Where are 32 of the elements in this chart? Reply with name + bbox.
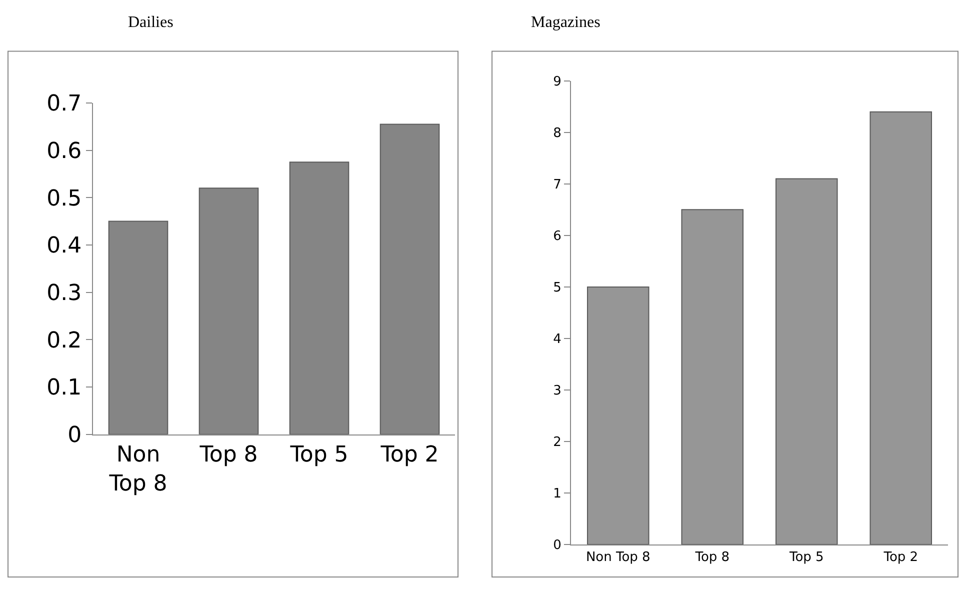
y-tick-label: 0.2 — [46, 328, 82, 354]
y-tick-label: 0.5 — [46, 186, 82, 212]
y-tick-label: 0.4 — [46, 234, 82, 259]
x-tick-label: Top 2 — [380, 442, 439, 468]
bar — [870, 111, 932, 544]
x-tick-label: Top 5 — [289, 442, 348, 468]
x-tick-label: Top 8 — [694, 550, 730, 566]
y-tick-label: 0 — [68, 423, 82, 448]
y-tick-label: 3 — [553, 384, 562, 399]
bar — [586, 286, 650, 544]
y-tick-label: 1 — [553, 486, 562, 502]
y-tick-label: 2 — [553, 435, 562, 450]
y-tick-label: 0.1 — [46, 376, 82, 401]
chart-title: Magazines — [531, 14, 600, 31]
y-tick-label: 6 — [553, 228, 562, 244]
x-tick-label: Top 2 — [882, 550, 918, 566]
y-tick-label: 0.3 — [46, 281, 82, 306]
y-tick-label: 7 — [553, 177, 562, 192]
y-tick-label: 0.6 — [46, 138, 82, 164]
y-tick-label: 5 — [553, 280, 562, 296]
y-tick-label: 8 — [553, 126, 562, 141]
y-tick-label: 0 — [553, 538, 562, 554]
bar — [681, 209, 744, 544]
y-tick-label: 0.7 — [46, 92, 82, 117]
y-tick-label: 9 — [553, 74, 562, 90]
y-tick-label: 4 — [553, 332, 562, 347]
chart-title: Dailies — [128, 14, 174, 31]
x-tick-label: Non Top 8 — [586, 550, 650, 566]
x-tick-label: Top 5 — [788, 550, 824, 566]
bar — [775, 178, 838, 544]
x-tick-label: Non Top 8 — [108, 442, 168, 496]
x-tick-label: Top 8 — [198, 442, 258, 468]
